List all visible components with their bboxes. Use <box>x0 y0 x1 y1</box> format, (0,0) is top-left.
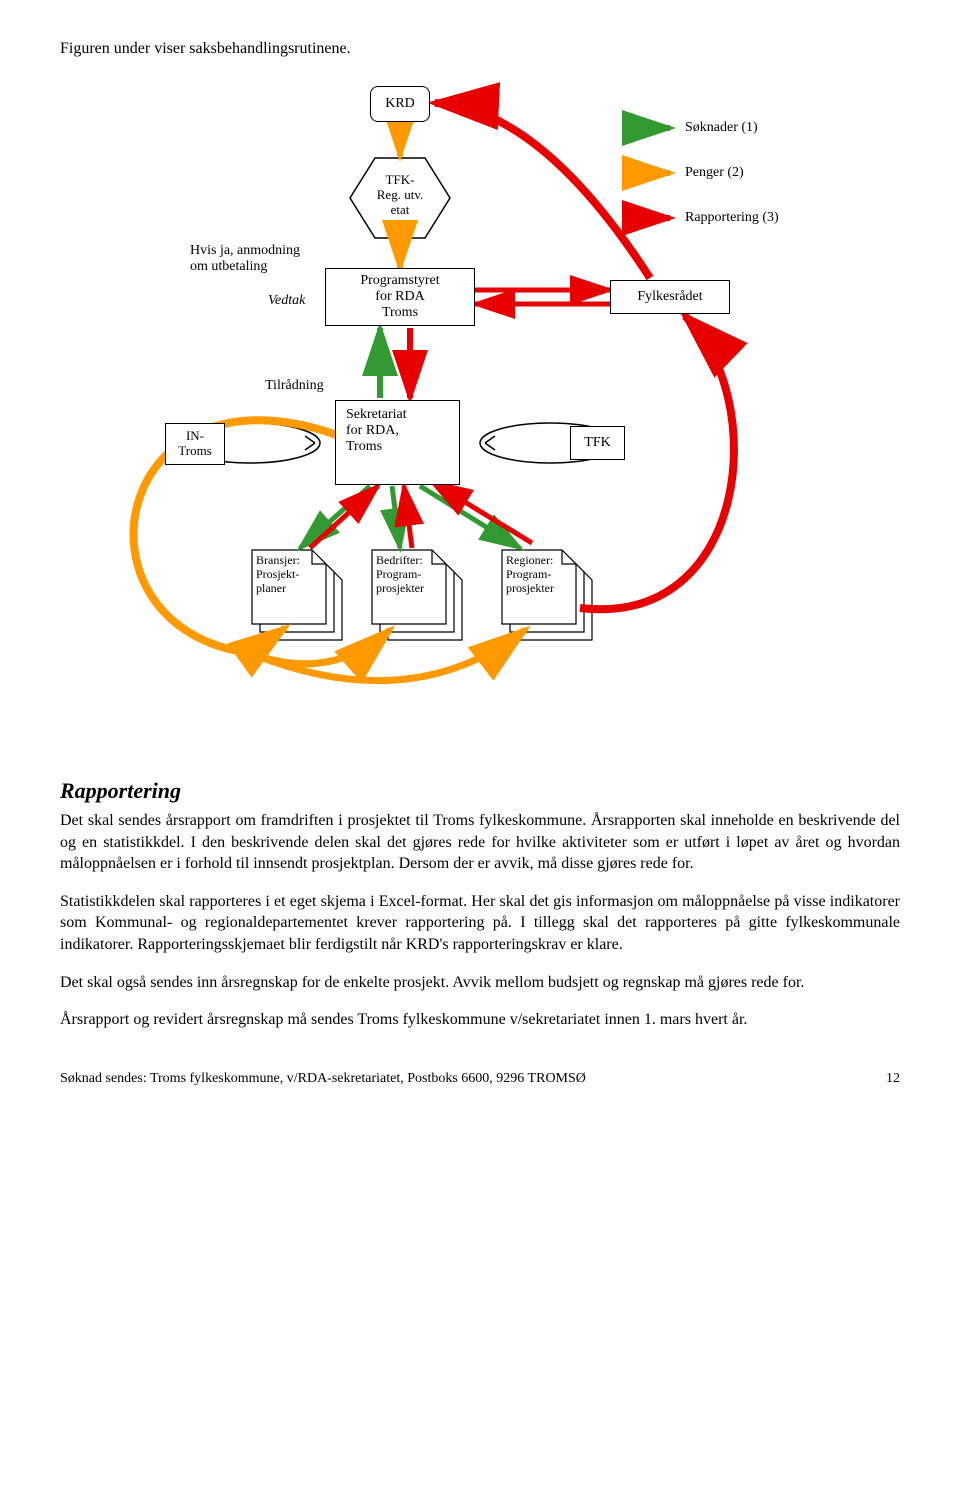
footer-page-number: 12 <box>886 1071 900 1087</box>
flow-diagram: KRD TFK- Reg. utv. etat Hvis ja, anmodni… <box>70 68 890 748</box>
paragraph-3: Det skal også sendes inn årsregnskap for… <box>60 972 900 994</box>
page-footer: Søknad sendes: Troms fylkeskommune, v/RD… <box>60 1071 900 1087</box>
diagram-svg <box>70 68 890 748</box>
paragraph-4: Årsrapport og revidert årsregnskap må se… <box>60 1009 900 1031</box>
intro-text: Figuren under viser saksbehandlingsrutin… <box>60 40 900 58</box>
regioner-doc: Regioner: Program- prosjekter <box>506 554 572 595</box>
hvis-ja-label: Hvis ja, anmodning om utbetaling <box>190 243 340 275</box>
section-title: Rapportering <box>60 778 900 804</box>
legend-penger: Penger (2) <box>685 165 744 181</box>
footer-left: Søknad sendes: Troms fylkeskommune, v/RD… <box>60 1071 586 1087</box>
legend-rapportering: Rapportering (3) <box>685 210 779 226</box>
bedrifter-doc: Bedrifter: Program- prosjekter <box>376 554 442 595</box>
tfk-box: TFK <box>570 426 625 460</box>
krd-box: KRD <box>370 86 430 122</box>
vedtak-label: Vedtak <box>268 293 305 309</box>
tfk-reg-label: TFK- Reg. utv. etat <box>370 173 430 218</box>
paragraph-2: Statistikkdelen skal rapporteres i et eg… <box>60 891 900 956</box>
fylkesradet-box: Fylkesrådet <box>610 280 730 314</box>
in-troms-box: IN- Troms <box>165 423 225 465</box>
sekretariat-box: Sekretariat for RDA, Troms <box>335 400 460 485</box>
legend-soknader: Søknader (1) <box>685 120 758 136</box>
programstyret-box: Programstyret for RDA Troms <box>325 268 475 326</box>
paragraph-1: Det skal sendes årsrapport om framdrifte… <box>60 810 900 875</box>
tilradning-label: Tilrådning <box>265 378 324 394</box>
bransjer-doc: Bransjer: Prosjekt- planer <box>256 554 322 595</box>
